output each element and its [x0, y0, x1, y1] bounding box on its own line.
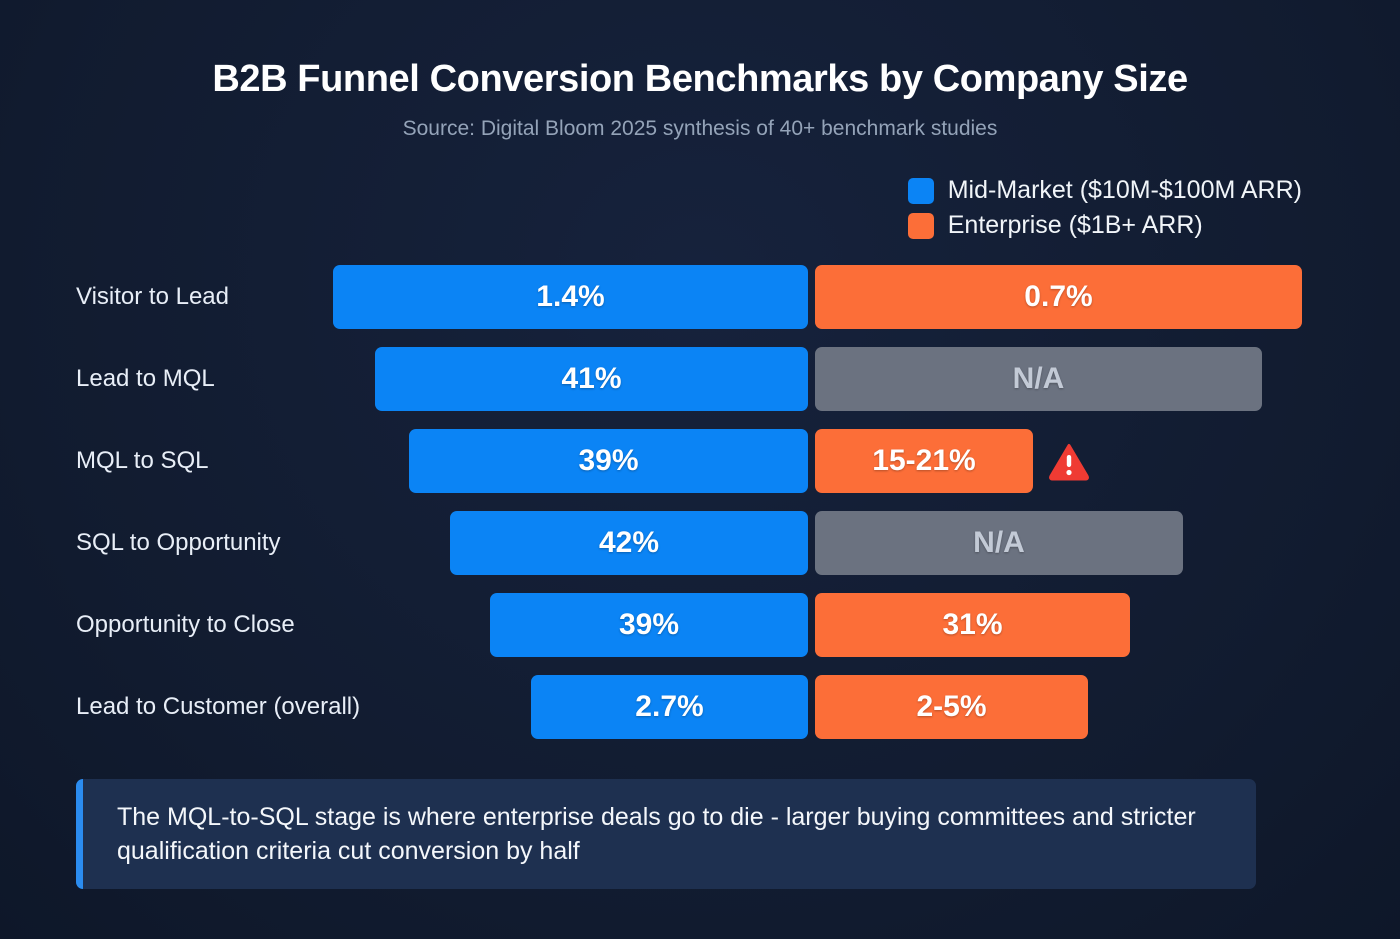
- bar-value-label: 31%: [942, 608, 1003, 641]
- bar-value-label: 2-5%: [916, 690, 987, 723]
- bar-value-label: 15-21%: [872, 444, 976, 477]
- bar-row-label: Visitor to Lead: [76, 283, 229, 310]
- warning-triangle-icon: [1049, 443, 1089, 481]
- bar-value-label: 39%: [578, 444, 639, 477]
- bar-row-label: MQL to SQL: [76, 447, 209, 474]
- bar-enterprise[interactable]: 31%: [815, 593, 1130, 657]
- bar-value-label: N/A: [1012, 362, 1065, 395]
- bar-row-label: Opportunity to Close: [76, 611, 295, 638]
- legend-swatch-icon: [907, 212, 934, 239]
- bar-mid-market[interactable]: 2.7%: [531, 675, 808, 739]
- bar-enterprise[interactable]: N/A: [815, 511, 1183, 575]
- legend-item[interactable]: Mid-Market ($10M-$100M ARR): [907, 176, 1302, 205]
- bar-row-label: SQL to Opportunity: [76, 529, 281, 556]
- bar-value-label: 39%: [618, 608, 680, 641]
- bar-mid-market[interactable]: 39%: [409, 429, 808, 493]
- bar-row: Lead to Customer (overall) 2.7% 2-5%: [0, 675, 1400, 757]
- bar-value-label: 1.4%: [536, 280, 605, 313]
- legend-item-label: Enterprise ($1B+ ARR): [947, 211, 1203, 239]
- bar-enterprise[interactable]: N/A: [815, 347, 1262, 411]
- chart-legend: Mid-Market ($10M-$100M ARR) Enterprise ($…: [907, 176, 1302, 240]
- insight-callout: The MQL-to-SQL stage is where enterprise…: [76, 779, 1256, 889]
- bar-row: Lead to MQL 41% N/A: [0, 347, 1400, 429]
- bar-row: MQL to SQL 39% 15-21%: [0, 429, 1400, 511]
- bar-mid-market[interactable]: 42%: [450, 511, 808, 575]
- legend-item[interactable]: Enterprise ($1B+ ARR): [907, 211, 1203, 240]
- legend-item-label: Mid-Market ($10M-$100M ARR): [947, 176, 1302, 204]
- bar-row: SQL to Opportunity 42% N/A: [0, 511, 1400, 593]
- bar-row: Visitor to Lead 1.4% 0.7%: [0, 265, 1400, 347]
- bar-value-label: 41%: [561, 362, 622, 395]
- bar-value-label: 0.7%: [1024, 280, 1093, 313]
- bar-row: Opportunity to Close 39% 31%: [0, 593, 1400, 675]
- page-title: B2B Funnel Conversion Benchmarks by Comp…: [212, 58, 1188, 100]
- bar-rows: Visitor to Lead 1.4% 0.7% Lead to MQL 41% N/A…: [0, 265, 1400, 757]
- bar-value-label: 42%: [598, 526, 660, 559]
- bar-value-label: N/A: [973, 526, 1025, 559]
- bar-mid-market[interactable]: 41%: [375, 347, 808, 411]
- insight-callout-text: The MQL-to-SQL stage is where enterprise…: [117, 802, 1196, 866]
- bar-row-label: Lead to MQL: [76, 365, 215, 392]
- chart-subtitle: Source: Digital Bloom 2025 synthesis of …: [402, 117, 998, 140]
- bar-enterprise[interactable]: 0.7%: [815, 265, 1302, 329]
- bar-enterprise[interactable]: 2-5%: [815, 675, 1088, 739]
- bar-mid-market[interactable]: 1.4%: [333, 265, 808, 329]
- bar-row-label: Lead to Customer (overall): [76, 693, 361, 720]
- bar-enterprise[interactable]: 15-21%: [815, 429, 1033, 493]
- bar-value-label: 2.7%: [635, 690, 704, 723]
- bar-mid-market[interactable]: 39%: [490, 593, 808, 657]
- legend-swatch-icon: [907, 177, 934, 204]
